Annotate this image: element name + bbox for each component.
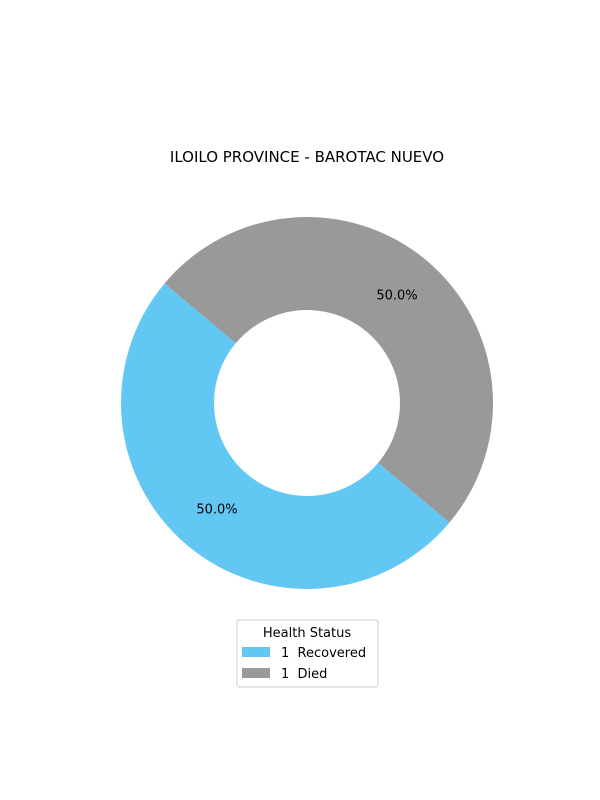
legend: Health Status 1 Recovered 1 Died xyxy=(236,619,379,688)
legend-title: Health Status xyxy=(263,626,351,641)
percent-labels: 50.0% 50.0% xyxy=(196,288,417,517)
legend-items: 1 Recovered 1 Died xyxy=(242,646,366,682)
legend-box xyxy=(236,619,379,688)
slice-died xyxy=(164,216,493,523)
legend-swatch-recovered xyxy=(242,647,270,657)
percent-label-recovered: 50.0% xyxy=(196,503,237,518)
legend-label-recovered: 1 Recovered xyxy=(281,646,366,661)
legend-label-died: 1 Died xyxy=(281,667,327,682)
slice-recovered xyxy=(120,283,450,589)
slices xyxy=(120,216,493,589)
legend-swatch-died xyxy=(242,668,270,678)
percent-label-died: 50.0% xyxy=(376,288,417,303)
chart-title: ILOILO PROVINCE - BAROTAC NUEVO xyxy=(170,148,444,166)
